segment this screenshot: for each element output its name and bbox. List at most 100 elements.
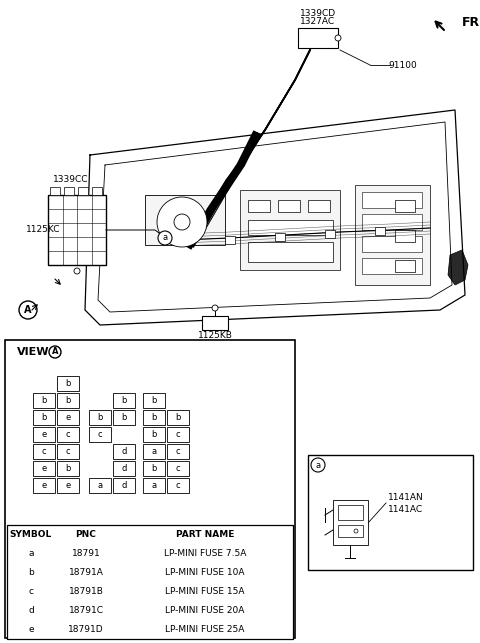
Bar <box>395 200 415 212</box>
Text: d: d <box>121 464 127 473</box>
Bar <box>33 461 55 476</box>
Bar <box>48 195 106 265</box>
Bar <box>89 478 111 493</box>
Bar <box>298 28 338 48</box>
Circle shape <box>311 458 325 472</box>
Bar <box>7 544 293 563</box>
Text: c: c <box>176 430 180 439</box>
Bar <box>33 410 55 425</box>
Bar <box>7 525 293 639</box>
Text: c: c <box>66 447 70 456</box>
Bar <box>50 187 60 195</box>
Bar <box>248 200 270 212</box>
Text: 18791: 18791 <box>72 549 100 558</box>
Circle shape <box>49 346 61 358</box>
Bar <box>167 478 189 493</box>
Text: b: b <box>151 413 156 422</box>
Text: d: d <box>121 447 127 456</box>
Bar <box>395 260 415 272</box>
Circle shape <box>158 231 172 245</box>
Text: c: c <box>98 430 102 439</box>
Polygon shape <box>448 250 468 285</box>
Bar <box>7 582 293 601</box>
Text: b: b <box>65 464 71 473</box>
FancyBboxPatch shape <box>19 364 281 520</box>
Text: PNC: PNC <box>75 530 96 539</box>
Bar <box>362 236 422 252</box>
Text: SYMBOL: SYMBOL <box>10 530 52 539</box>
Text: LP-MINI FUSE 10A: LP-MINI FUSE 10A <box>165 568 245 577</box>
Text: e: e <box>41 481 47 490</box>
Circle shape <box>174 214 190 230</box>
Bar <box>338 505 363 520</box>
Text: A: A <box>24 305 32 315</box>
Bar <box>7 563 293 582</box>
Text: 18791A: 18791A <box>69 568 103 577</box>
Text: LP-MINI FUSE 7.5A: LP-MINI FUSE 7.5A <box>164 549 246 558</box>
Text: b: b <box>151 430 156 439</box>
Bar <box>113 410 135 425</box>
Bar <box>7 601 293 620</box>
Text: a: a <box>28 549 34 558</box>
Bar <box>113 461 135 476</box>
Circle shape <box>157 197 207 247</box>
Text: 1125KB: 1125KB <box>198 331 232 340</box>
Text: A: A <box>52 347 58 356</box>
Bar <box>33 427 55 442</box>
Bar <box>355 185 430 285</box>
Bar <box>113 393 135 408</box>
Text: 91100: 91100 <box>388 60 417 69</box>
Circle shape <box>74 268 80 274</box>
Text: e: e <box>28 625 34 634</box>
Bar <box>113 444 135 459</box>
Bar <box>143 444 165 459</box>
Text: e: e <box>65 413 71 422</box>
Text: PART NAME: PART NAME <box>176 530 234 539</box>
Bar <box>5 340 295 638</box>
Text: a: a <box>151 447 156 456</box>
Circle shape <box>19 301 37 319</box>
Bar <box>225 236 235 244</box>
Text: VIEW: VIEW <box>17 347 49 357</box>
Bar <box>57 427 79 442</box>
Text: LP-MINI FUSE 15A: LP-MINI FUSE 15A <box>165 587 245 596</box>
Text: c: c <box>42 447 46 456</box>
Bar <box>278 200 300 212</box>
Bar <box>33 444 55 459</box>
Bar <box>57 393 79 408</box>
Bar <box>275 233 285 241</box>
Text: d: d <box>121 481 127 490</box>
Text: FR.: FR. <box>462 15 480 28</box>
Text: b: b <box>121 413 127 422</box>
Bar <box>57 461 79 476</box>
Text: b: b <box>41 413 47 422</box>
Bar <box>362 214 422 230</box>
Text: LP-MINI FUSE 20A: LP-MINI FUSE 20A <box>165 606 245 615</box>
Bar <box>145 195 225 245</box>
Bar <box>33 393 55 408</box>
Text: c: c <box>176 481 180 490</box>
Text: c: c <box>28 587 34 596</box>
Text: 18791C: 18791C <box>69 606 104 615</box>
Text: e: e <box>65 481 71 490</box>
Bar <box>202 316 228 330</box>
Bar <box>57 410 79 425</box>
Bar <box>57 444 79 459</box>
Text: b: b <box>65 379 71 388</box>
Bar <box>143 427 165 442</box>
Text: e: e <box>41 430 47 439</box>
Bar <box>167 410 189 425</box>
Bar <box>113 478 135 493</box>
Bar <box>57 478 79 493</box>
Bar <box>240 190 340 270</box>
Circle shape <box>212 305 218 311</box>
Bar <box>308 455 473 570</box>
Text: b: b <box>97 413 103 422</box>
Bar <box>167 427 189 442</box>
Text: 18791B: 18791B <box>69 587 103 596</box>
Bar <box>338 525 363 537</box>
Circle shape <box>335 35 341 41</box>
Text: b: b <box>65 396 71 405</box>
Bar <box>167 444 189 459</box>
Text: c: c <box>176 447 180 456</box>
